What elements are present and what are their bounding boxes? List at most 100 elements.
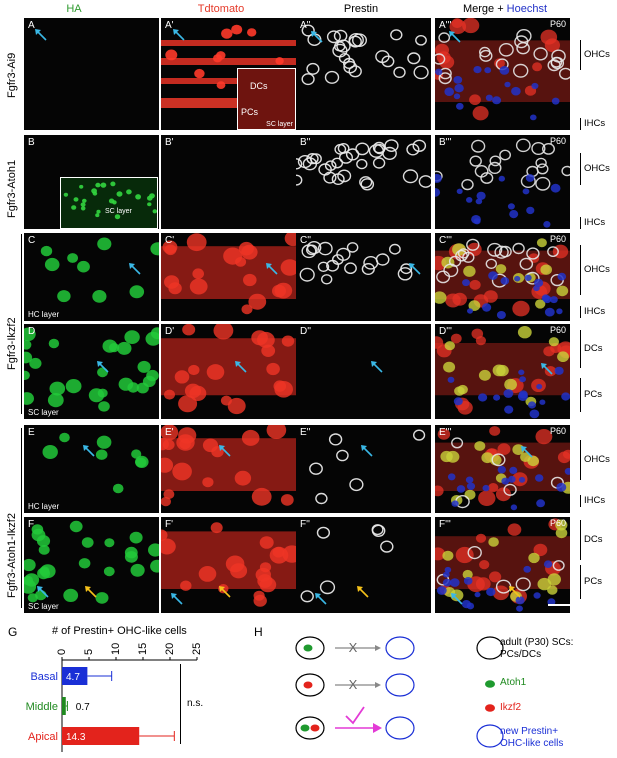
cyan-arrow-icon <box>171 593 183 605</box>
new-cell-icon <box>385 636 415 660</box>
region-bracket <box>580 378 581 412</box>
cyan-arrow-icon <box>173 29 185 41</box>
micrograph-prestin-e: E'' <box>296 425 431 513</box>
cyan-arrow-icon <box>409 263 421 275</box>
genotype-bracket-ikzf2 <box>21 234 22 414</box>
micrograph-tdtomato-b: B' <box>161 135 296 229</box>
cyan-arrow-icon <box>311 31 323 43</box>
region-bracket <box>580 153 581 185</box>
legend-new-line2: OHC-like cells <box>500 738 564 749</box>
panel-label: E''' <box>439 427 452 438</box>
micrograph-merge-f: F''' P60 <box>435 517 570 613</box>
panel-label: D' <box>165 326 175 337</box>
atoh1-dot-icon <box>300 724 310 732</box>
micrograph-merge-a: A''' P60 <box>435 18 570 130</box>
panel-label: B'' <box>300 137 311 148</box>
panel-label: A''' <box>439 20 452 31</box>
row-ikzf2-only: X <box>295 673 415 697</box>
region-label-pcs: PCs <box>584 576 602 587</box>
inset-sc-layer: DCs PCs SC layer <box>237 68 296 130</box>
panel-label: D''' <box>439 326 452 337</box>
region-bracket <box>580 520 581 560</box>
cyan-arrow-icon <box>129 263 141 275</box>
region-bracket <box>580 440 581 480</box>
checkmark-icon <box>345 706 365 725</box>
legend-ikzf2: Ikzf2 <box>500 702 522 713</box>
yellow-arrow-icon <box>219 586 231 598</box>
panel-label: B <box>28 137 35 148</box>
region-label-ihcs: IHCs <box>584 217 606 228</box>
layer-label: HC layer <box>28 310 60 319</box>
significance-bracket <box>180 664 181 744</box>
legend-atoh1: Atoh1 <box>500 677 527 688</box>
cyan-arrow-icon <box>35 29 47 41</box>
panel-label: B' <box>165 137 174 148</box>
cyan-arrow-icon <box>371 361 383 373</box>
merge-label: Merge + <box>462 3 507 15</box>
region-label-ihcs: IHCs <box>584 306 606 317</box>
panel-label: E' <box>165 427 174 438</box>
micrograph-ha-f: F SC layer <box>24 517 159 613</box>
region-bracket <box>580 495 581 507</box>
significance-label: n.s. <box>187 698 204 709</box>
age-label: P60 <box>549 426 566 436</box>
cross-icon: X <box>349 640 358 655</box>
legend-new-cell-icon <box>476 724 504 748</box>
panel-label: E <box>28 427 35 438</box>
region-label-ohcs: OHCs <box>584 49 610 60</box>
micrograph-ha-e: E HC layer <box>24 425 159 513</box>
layer-label: SC layer <box>28 408 59 417</box>
column-title-merge: Merge + Hoechst <box>440 3 570 15</box>
yellow-arrow-icon <box>357 586 369 598</box>
data-label: 4.7 <box>66 672 80 683</box>
panel-label: F <box>28 519 35 530</box>
region-label-ohcs: OHCs <box>584 454 610 465</box>
x-tick-label: 5 <box>83 649 95 655</box>
region-label-ihcs: IHCs <box>584 495 606 506</box>
yellow-arrow-icon <box>85 586 97 598</box>
age-label: P60 <box>549 518 566 528</box>
ikzf2-dot-icon <box>310 724 320 732</box>
panel-label: F'' <box>300 519 310 530</box>
cyan-arrow-icon <box>37 586 49 598</box>
region-label-dcs: DCs <box>584 343 603 354</box>
micrograph-ha-b: B SC layer <box>24 135 159 229</box>
panel-label: C <box>28 235 36 246</box>
panel-label: B''' <box>439 137 452 148</box>
legend-new-line1: new Prestin+ <box>500 726 559 737</box>
layer-label: HC layer <box>28 502 60 511</box>
region-bracket <box>580 330 581 368</box>
inset-label-pcs: PCs <box>241 107 259 117</box>
micrograph-prestin-d: D'' <box>296 324 431 419</box>
genotype-label-ai9: Fgfr3-Ai9 <box>6 52 18 98</box>
micrograph-tdtomato-e: E' <box>161 425 296 513</box>
category-label: Middle <box>26 701 58 713</box>
panel-label: C'' <box>300 235 312 246</box>
bar <box>62 697 66 715</box>
micrograph-prestin-c: C'' <box>296 233 431 321</box>
micrograph-tdtomato-a: A' DCs PCs SC layer <box>161 18 296 130</box>
inset-label-sc-layer: SC layer <box>266 121 293 128</box>
age-label: P60 <box>549 325 566 335</box>
cyan-arrow-icon <box>521 446 533 458</box>
bar <box>62 727 140 745</box>
category-label: Basal <box>30 671 58 683</box>
schematic-h: X X <box>295 636 415 740</box>
micrograph-merge-e: E''' P60 <box>435 425 570 513</box>
prestin-chart: 0 5 10 15 20 25 Basal 4.7 Middle 0.7 Apical 14.3 <box>26 643 203 752</box>
row-atoh1-ikzf2 <box>295 706 415 740</box>
cyan-arrow-icon <box>315 593 327 605</box>
cyan-arrow-icon <box>361 445 373 457</box>
legend-ikzf2-icon <box>485 704 495 712</box>
yellow-arrow-icon <box>509 586 521 598</box>
age-label: P60 <box>549 234 566 244</box>
panel-g-letter: G <box>8 625 18 639</box>
legend-atoh1-icon <box>485 680 495 688</box>
cyan-arrow-icon <box>266 263 278 275</box>
micrograph-prestin-b: B'' <box>296 135 431 229</box>
cyan-arrow-icon <box>97 361 109 373</box>
column-title-tdtomato: Tdtomato <box>197 3 245 15</box>
layer-label: SC layer <box>28 602 59 611</box>
panel-label: A <box>28 20 35 31</box>
cyan-arrow-icon <box>219 445 231 457</box>
